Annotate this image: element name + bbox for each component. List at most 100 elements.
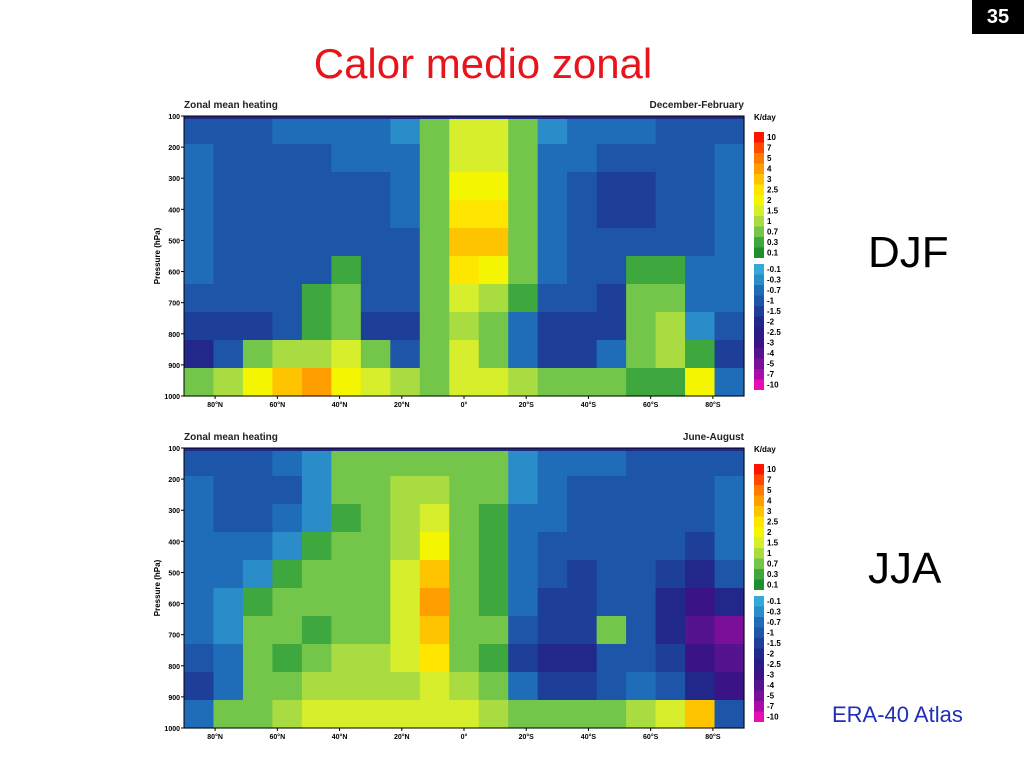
heatmap-cell [626,448,657,477]
heatmap-cell [184,256,215,285]
heatmap-cell [537,560,568,589]
colorbar-label: -10 [767,381,779,390]
heatmap-cell [537,588,568,617]
colorbar-label: -0.1 [767,597,781,606]
heatmap-cell [419,172,450,201]
heatmap-cell [626,200,657,229]
heatmap-cell [508,476,539,505]
heatmap-cell [655,448,686,477]
heatmap-cell [331,672,362,701]
heatmap-cell [390,560,421,589]
heatmap-cell [213,368,244,397]
heatmap-cell [331,644,362,673]
heatmap-cell [508,700,539,729]
heatmap-cell [567,476,598,505]
heatmap-cell [508,144,539,173]
season-label-djf: DJF [868,228,949,277]
heatmap-cell [184,644,215,673]
x-tick-label: 60°N [270,733,286,740]
colorbar-label: 0.7 [767,228,779,237]
colorbar-label: 1 [767,549,772,558]
heatmap-cell [213,256,244,285]
colorbar-swatch [754,337,764,348]
colorbar-label: 0.3 [767,238,779,247]
colorbar-label: -5 [767,360,775,369]
heatmap-cell [390,504,421,533]
heatmap-cell [714,448,745,477]
heatmap-cell [272,448,303,477]
heatmap-cell [360,256,391,285]
colorbar-swatch [754,474,764,485]
y-tick-label: 700 [168,633,180,640]
heatmap-cell [184,588,215,617]
heatmap-cell [567,312,598,341]
heatmap-cell [272,532,303,561]
colorbar-label: 1.5 [767,539,779,548]
heatmap-cell [242,116,274,145]
heatmap-cell [272,504,303,533]
x-tick-label: 20°S [519,401,535,408]
colorbar-label: 2 [767,528,772,537]
heatmap-cell [626,172,657,201]
heatmap-cell [272,284,303,313]
colorbar-label: 5 [767,154,772,163]
heatmap-cell [331,228,362,257]
colorbar-swatch [754,516,764,527]
colorbar-swatch [754,669,764,680]
heatmap-cell [596,644,627,673]
heatmap-cell [360,116,391,145]
heatmap-cell [213,448,244,477]
heatmap-cell [567,256,598,285]
heatmap-cell [537,700,568,729]
heatmap-cell [567,672,598,701]
heatmap-cell [478,368,509,397]
heatmap-cell [184,672,215,701]
heatmap-cell [478,448,509,477]
heatmap-cell [390,532,421,561]
heatmap-cell [242,256,274,285]
colorbar-label: -7 [767,370,775,379]
colorbar-swatch [754,153,764,164]
heatmap-cell [331,588,362,617]
colorbar-swatch [754,358,764,369]
heatmap-cell [242,172,274,201]
heatmap-cell [390,116,421,145]
heatmap-cell [449,200,480,229]
colorbar-label: 4 [767,497,772,506]
heatmap-cell [449,616,480,645]
x-tick-label: 40°S [581,401,597,408]
colorbar-label: -0.3 [767,276,781,285]
heatmap-cell [655,200,686,229]
heatmap-cell [596,256,627,285]
heatmap-cell [567,616,598,645]
colorbar-label: 7 [767,144,772,153]
heatmap-cell [184,172,215,201]
colorbar-swatch [754,142,764,153]
heatmap-cell [626,256,657,285]
heatmap-cell [449,340,480,369]
heatmap-cell [685,172,716,201]
heatmap-cells [184,448,745,729]
heatmap-cell [213,588,244,617]
heatmap-cell [596,116,627,145]
heatmap-cell [272,228,303,257]
heatmap-cell [685,368,716,397]
colorbar-swatch [754,638,764,649]
colorbar-swatch [754,711,764,722]
y-axis-label: Pressure (hPa) [153,559,162,616]
heatmap-cell [567,532,598,561]
colorbar-swatch [754,485,764,496]
heatmap-cell [508,116,539,145]
x-tick-label: 60°S [643,401,659,408]
heatmap-cell [419,672,450,701]
heatmap-cell [508,200,539,229]
colorbar-label: 2.5 [767,518,779,527]
heatmap-cell [596,340,627,369]
heatmap-cell [714,368,745,397]
heatmap-cell [567,448,598,477]
heatmap-cell [301,144,332,173]
heatmap-cell [360,616,391,645]
heatmap-cell [272,616,303,645]
heatmap-cell [655,172,686,201]
heatmap-cell [567,228,598,257]
